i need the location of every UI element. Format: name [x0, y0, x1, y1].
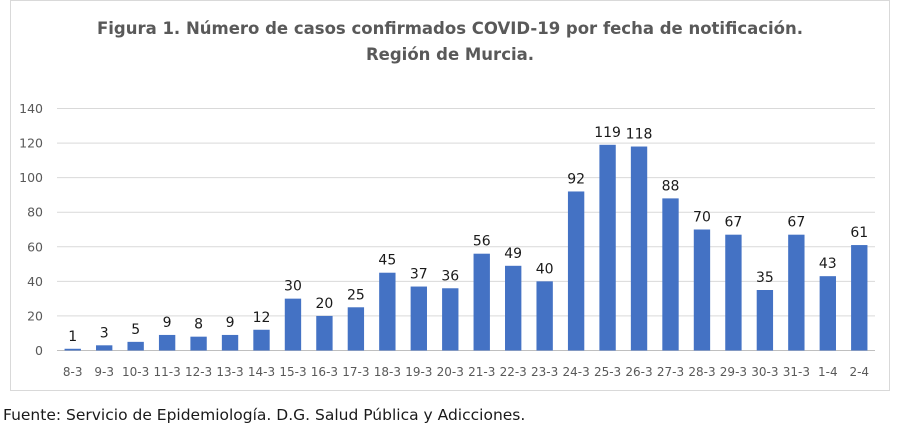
data-label: 45 [378, 253, 396, 269]
data-label: 36 [441, 268, 459, 284]
x-tick-label: 30-3 [751, 365, 778, 379]
data-label: 9 [226, 315, 235, 331]
gridlines [57, 108, 875, 351]
data-label: 37 [410, 267, 428, 283]
x-tick-label: 31-3 [783, 365, 810, 379]
bars [64, 144, 868, 351]
bar [64, 348, 81, 351]
data-label: 1 [68, 329, 77, 345]
bar [630, 146, 648, 351]
x-tick-label: 14-3 [248, 365, 275, 379]
data-label: 9 [163, 315, 172, 331]
y-tick-label: 100 [19, 170, 43, 185]
bar [756, 290, 774, 351]
bar [567, 191, 585, 351]
data-label: 20 [316, 296, 334, 312]
x-tick-label: 21-3 [468, 365, 495, 379]
data-label: 40 [536, 261, 554, 277]
bar [96, 345, 113, 351]
x-tick-label: 11-3 [153, 365, 180, 379]
x-tick-label: 10-3 [122, 365, 149, 379]
data-label: 56 [473, 234, 491, 250]
bar [693, 229, 711, 351]
source-note: Fuente: Servicio de Epidemiología. D.G. … [3, 406, 526, 424]
x-tick-label: 16-3 [311, 365, 338, 379]
data-label: 67 [725, 215, 743, 231]
x-tick-label: 8-3 [63, 365, 83, 379]
x-tick-label: 29-3 [720, 365, 747, 379]
bar [473, 253, 490, 351]
x-tick-label: 17-3 [342, 365, 369, 379]
data-label: 3 [100, 325, 109, 341]
y-axis-ticks: 0 20 40 60 80 100 120 140 [19, 101, 43, 358]
bar [505, 265, 522, 351]
data-label: 118 [626, 127, 653, 143]
data-label: 119 [594, 125, 621, 141]
chart-subtitle: Región de Murcia. [365, 45, 535, 64]
y-tick-label: 80 [27, 205, 43, 220]
y-tick-label: 120 [19, 136, 43, 151]
x-tick-label: 13-3 [216, 365, 243, 379]
y-tick-label: 60 [27, 239, 43, 254]
x-tick-label: 28-3 [688, 365, 715, 379]
bar [347, 307, 365, 351]
bar [158, 334, 176, 351]
data-label: 8 [194, 317, 203, 333]
data-label: 67 [787, 215, 805, 231]
x-tick-label: 26-3 [625, 365, 652, 379]
data-label: 43 [819, 256, 837, 272]
bar [127, 341, 144, 351]
x-tick-label: 24-3 [562, 365, 589, 379]
bar [851, 245, 868, 351]
bar [819, 276, 836, 351]
bar [190, 336, 207, 351]
bar [725, 234, 742, 351]
bar [316, 315, 333, 351]
data-label: 49 [504, 246, 522, 262]
y-tick-label: 40 [27, 274, 43, 289]
bar [221, 334, 239, 351]
bar [284, 298, 302, 351]
bar [536, 281, 553, 351]
bar [662, 198, 679, 351]
bar [599, 144, 616, 351]
data-label: 25 [347, 287, 365, 303]
bar [410, 286, 427, 351]
x-tick-label: 1-4 [818, 365, 838, 379]
data-label: 35 [756, 270, 774, 286]
data-label: 5 [131, 322, 140, 338]
x-tick-label: 22-3 [500, 365, 527, 379]
bar [379, 272, 396, 351]
y-tick-label: 20 [27, 308, 43, 323]
x-tick-label: 23-3 [531, 365, 558, 379]
x-tick-label: 9-3 [94, 365, 114, 379]
x-tick-label: 20-3 [437, 365, 464, 379]
data-label: 61 [850, 225, 868, 241]
bar [442, 288, 459, 351]
data-label: 12 [253, 310, 271, 326]
x-tick-label: 19-3 [405, 365, 432, 379]
x-tick-label: 18-3 [374, 365, 401, 379]
x-tick-label: 2-4 [849, 365, 869, 379]
y-tick-label: 0 [35, 343, 43, 358]
x-tick-label: 25-3 [594, 365, 621, 379]
x-tick-label: 12-3 [185, 365, 212, 379]
data-label: 92 [567, 171, 585, 187]
x-axis-ticks: 8-3 9-3 10-3 11-3 12-3 13-3 14-3 15-3 16-3 17-3 18… [63, 365, 869, 379]
data-label: 88 [662, 178, 680, 194]
data-label: 30 [284, 279, 302, 295]
x-tick-label: 27-3 [657, 365, 684, 379]
data-label: 70 [693, 210, 711, 226]
bar [253, 329, 270, 351]
bar [788, 234, 805, 351]
x-tick-label: 15-3 [279, 365, 306, 379]
chart-title: Figura 1. Número de casos confirmados CO… [96, 19, 804, 38]
y-tick-label: 140 [19, 101, 43, 116]
